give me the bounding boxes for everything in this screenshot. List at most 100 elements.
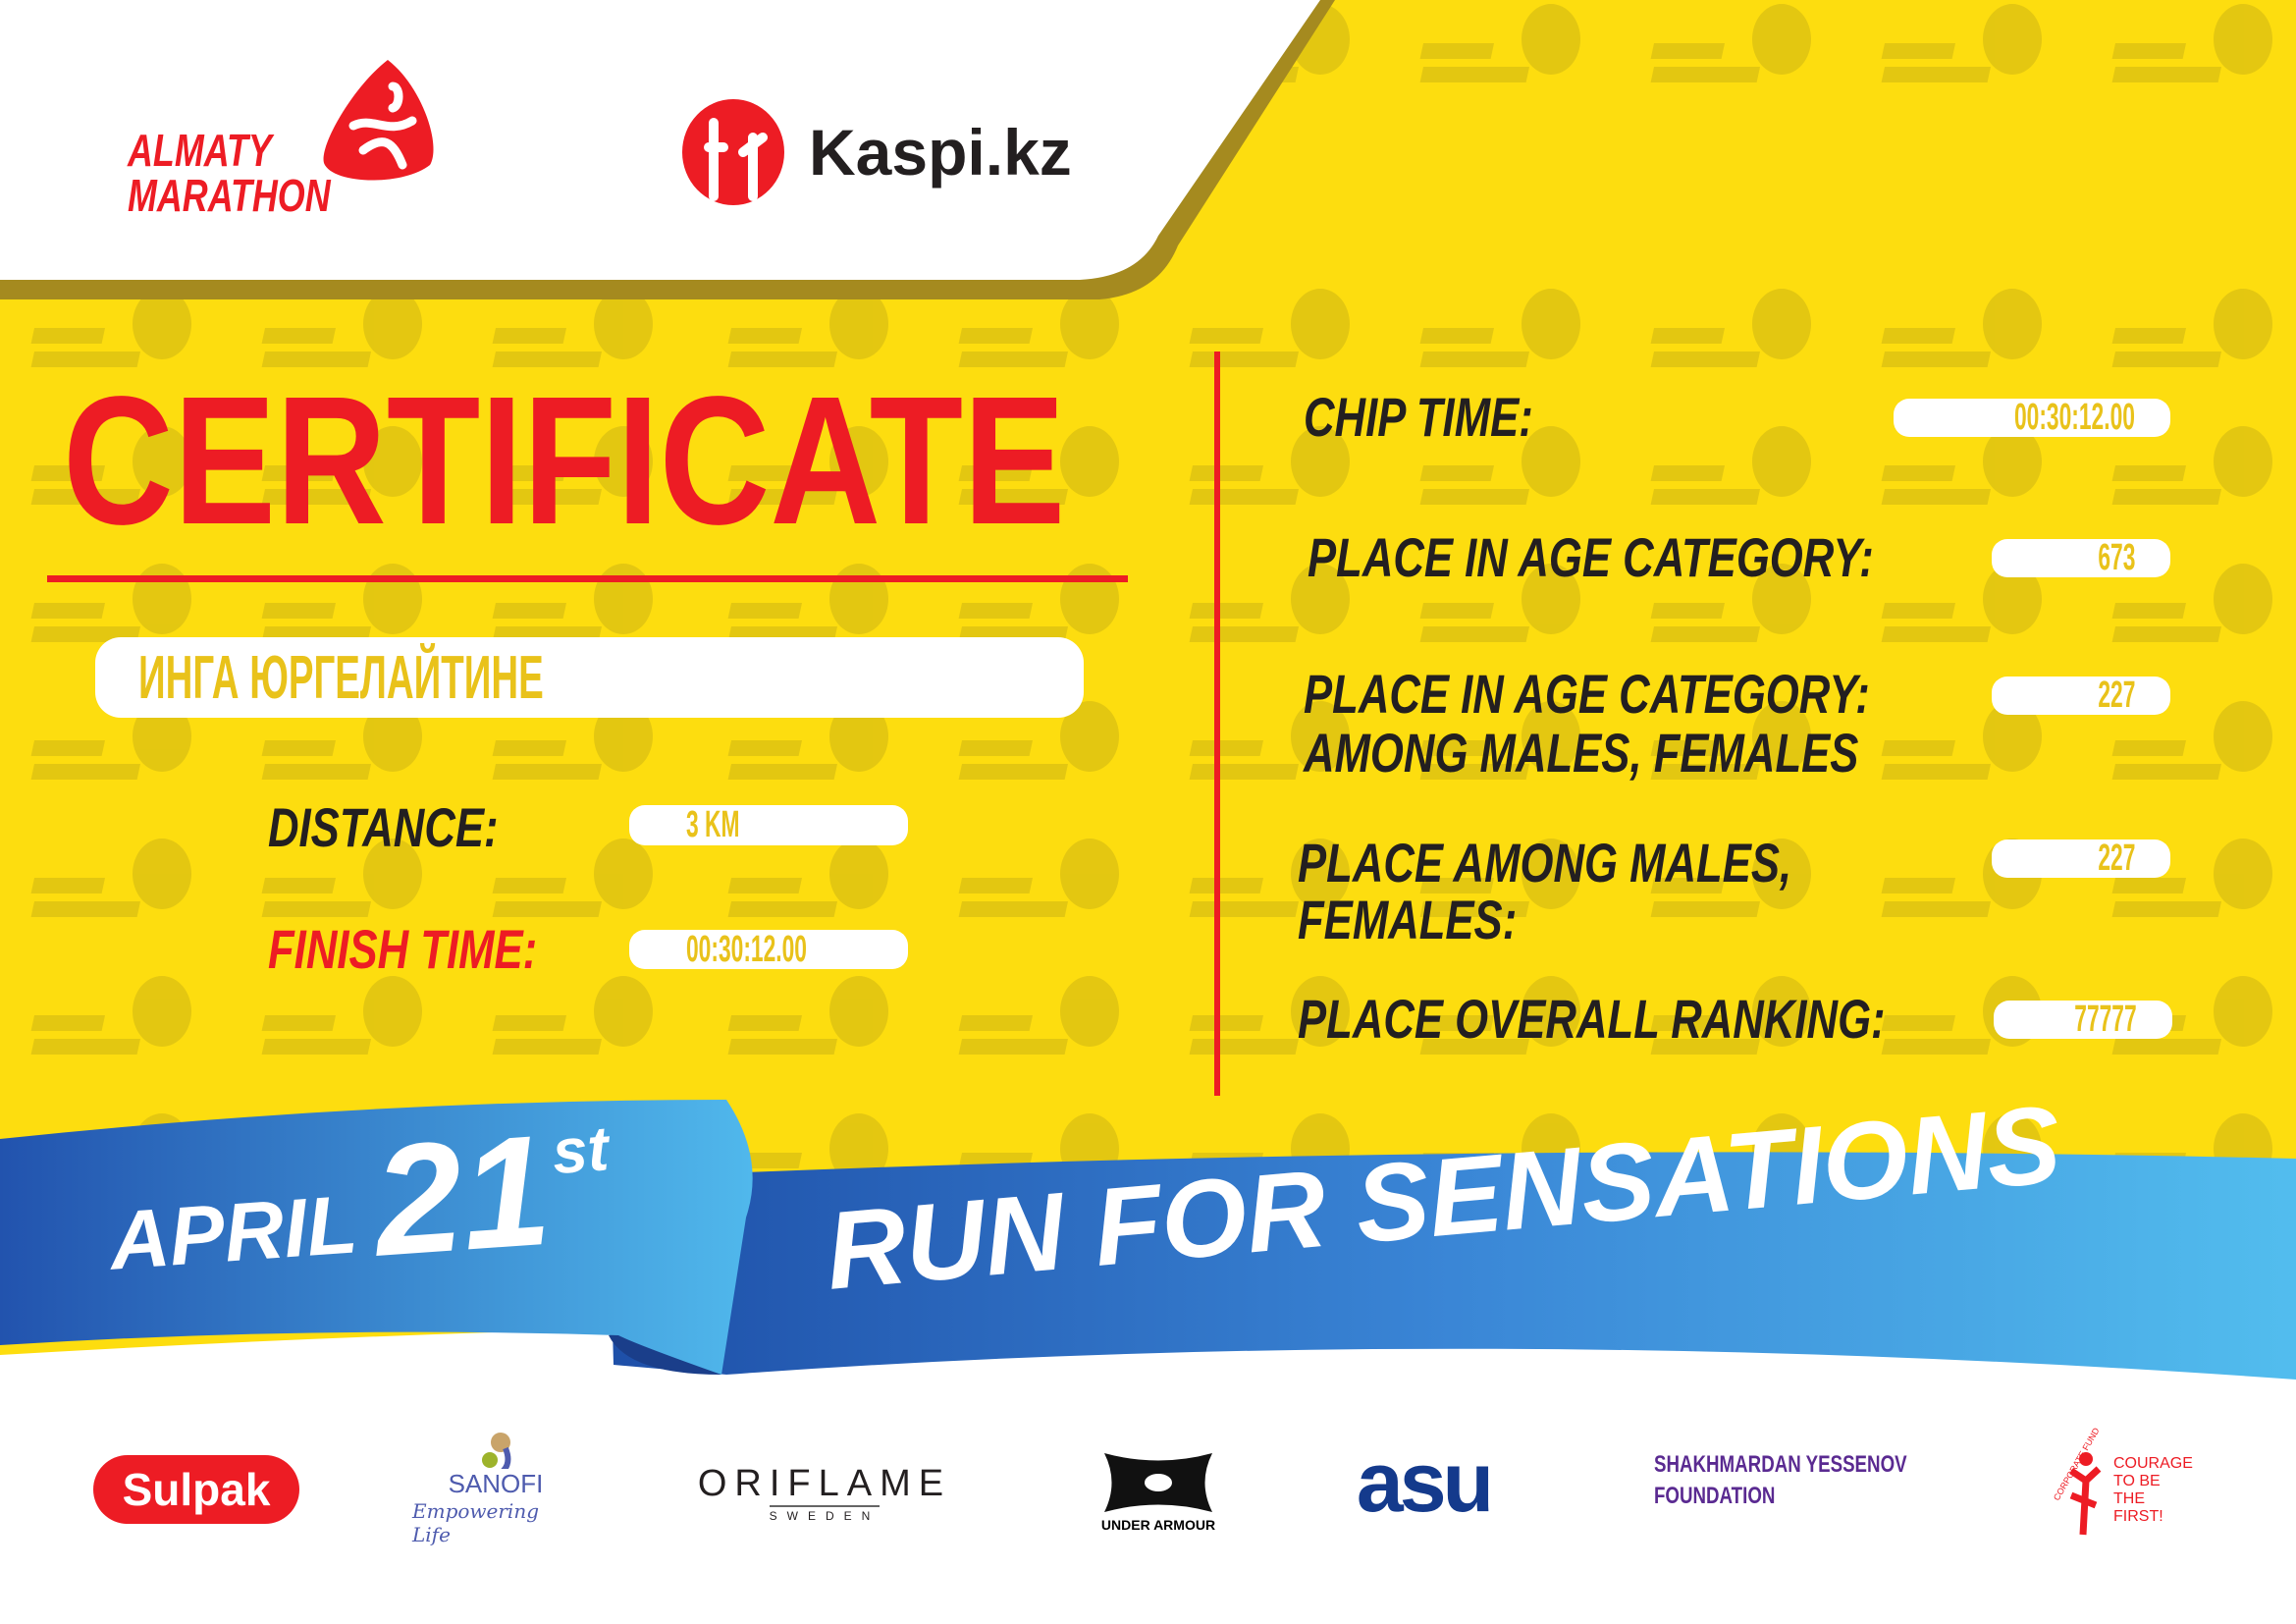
- watermark-tile: [1650, 701, 1811, 780]
- partner-name: SANOFI: [448, 1469, 544, 1498]
- certificate-title: CERTIFICATE: [63, 359, 1066, 563]
- watermark-tile: [1881, 564, 2042, 642]
- watermark-tile: [2111, 4, 2272, 82]
- watermark-tile: [30, 976, 191, 1055]
- date-suffix: st: [550, 1112, 612, 1188]
- runner-drop-icon: [323, 60, 434, 181]
- watermark-tile: [492, 839, 653, 917]
- watermark-tile: [30, 426, 191, 505]
- result-value: 227: [2097, 838, 2135, 879]
- watermark-tile: [261, 701, 422, 780]
- watermark-tile: [261, 976, 422, 1055]
- partner-tagline: SWEDEN: [769, 1504, 881, 1523]
- result-label: AMONG MALES, FEMALES: [1304, 722, 1859, 784]
- watermark-tile: [1881, 4, 2042, 82]
- watermark-tile: [30, 701, 191, 780]
- result-value-box: 77777: [1994, 999, 2172, 1040]
- partner-name: SHAKHMARDAN YESSENOV: [1654, 1450, 1907, 1478]
- date-month: APRIL: [106, 1177, 360, 1287]
- watermark-tile: [1650, 564, 1811, 642]
- watermark-tile: [2111, 426, 2272, 505]
- watermark-tile: [727, 289, 888, 367]
- result-value: 00:30:12.00: [2014, 397, 2135, 438]
- result-value-box: 00:30:12.00: [1894, 397, 2170, 438]
- watermark-tile: [2111, 564, 2272, 642]
- partner-name: asu: [1356, 1435, 1494, 1530]
- date-day: 21: [368, 1101, 556, 1289]
- partner-tagline: Empowering Life: [412, 1499, 540, 1546]
- watermark-tile: [958, 426, 1119, 505]
- finish-time-value: 00:30:12.00: [686, 928, 807, 970]
- distance-value-box: 3 KM: [629, 804, 908, 845]
- result-value: 673: [2097, 537, 2135, 578]
- result-value-box: 227: [1992, 838, 2170, 879]
- watermark-tile: [2111, 701, 2272, 780]
- watermark-tile: [958, 839, 1119, 917]
- sanofi-swirl-icon: [482, 1433, 511, 1469]
- courage-runner-icon: [2069, 1451, 2102, 1535]
- title-underline: [47, 575, 1128, 582]
- watermark-tile: [727, 839, 888, 917]
- watermark-tile: [2111, 839, 2272, 917]
- watermark-tile: [261, 839, 422, 917]
- participant-name-field: ИНГА ЮРГЕЛАЙТИНЕ: [95, 637, 1084, 718]
- watermark-tile: [727, 701, 888, 780]
- watermark-tile: [1881, 426, 2042, 505]
- watermark-tile: [492, 976, 653, 1055]
- column-divider: [1214, 352, 1220, 1096]
- watermark-tile: [492, 701, 653, 780]
- watermark-tile: [1881, 701, 2042, 780]
- header-panel: [0, 0, 1335, 299]
- watermark-tile: [727, 426, 888, 505]
- watermark-tile: [30, 839, 191, 917]
- watermark-tile: [492, 289, 653, 367]
- watermark-tile: [1419, 289, 1580, 367]
- result-label: FEMALES:: [1298, 889, 1518, 950]
- watermark-tile: [1189, 289, 1350, 367]
- watermark-tile: [958, 289, 1119, 367]
- watermark-tile: [958, 976, 1119, 1055]
- watermark-tile: [492, 426, 653, 505]
- watermark-tile: [2111, 289, 2272, 367]
- distance-label: DISTANCE:: [268, 796, 499, 858]
- result-label: CHIP TIME:: [1304, 386, 1533, 448]
- watermark-tile: [958, 701, 1119, 780]
- partner-name: UNDER ARMOUR: [1100, 1517, 1216, 1533]
- result-label: PLACE IN AGE CATEGORY:: [1308, 526, 1874, 588]
- finish-time-value-box: 00:30:12.00: [629, 928, 908, 970]
- kaspi-logo: Kaspi.kz: [679, 98, 1072, 206]
- watermark-tile: [261, 426, 422, 505]
- watermark-tile: [1650, 426, 1811, 505]
- watermark-tile: [1189, 839, 1350, 917]
- almaty-marathon-logo: ALMATY MARATHON: [128, 57, 461, 229]
- partner-name: ORIFLAME: [697, 1462, 952, 1504]
- watermark-tile: [1419, 976, 1580, 1055]
- result-value: 77777: [2074, 999, 2137, 1040]
- watermark-tile: [1650, 839, 1811, 917]
- watermark-tile: [1650, 976, 1811, 1055]
- result-value-box: 673: [1992, 537, 2170, 578]
- watermark-tile: [1650, 4, 1811, 82]
- distance-value: 3 KM: [686, 804, 740, 845]
- kaspi-text: Kaspi.kz: [809, 116, 1072, 189]
- partner-logo-under-armour: UNDER ARMOUR: [1070, 1441, 1247, 1540]
- ribbon-banner: [0, 1100, 2296, 1624]
- logo-line2: MARATHON: [128, 170, 331, 221]
- finish-time-label: FINISH TIME:: [268, 918, 538, 980]
- partner-logo-yessenov: SHAKHMARDAN YESSENOV FOUNDATION: [1615, 1434, 1949, 1527]
- partner-logo-sulpak: Sulpak: [93, 1455, 299, 1524]
- partner-tagline: FOUNDATION: [1654, 1482, 1776, 1509]
- watermark-tile: [1650, 289, 1811, 367]
- participant-name: ИНГА ЮРГЕЛАЙТИНЕ: [138, 643, 544, 712]
- partner-name: COURAGE TO BE THE FIRST!: [2113, 1454, 2193, 1525]
- watermark-tile: [727, 976, 888, 1055]
- watermark-tile: [1419, 564, 1580, 642]
- partner-logo-asu: asu: [1350, 1435, 1497, 1530]
- result-label: PLACE IN AGE CATEGORY:: [1304, 663, 1870, 725]
- result-value-box: 227: [1992, 675, 2170, 716]
- watermark-tile: [1881, 289, 2042, 367]
- result-label: PLACE AMONG MALES,: [1298, 832, 1792, 893]
- kaspi-people-icon: [682, 99, 784, 205]
- watermark-tile: [1419, 426, 1580, 505]
- watermark-tile: [1419, 4, 1580, 82]
